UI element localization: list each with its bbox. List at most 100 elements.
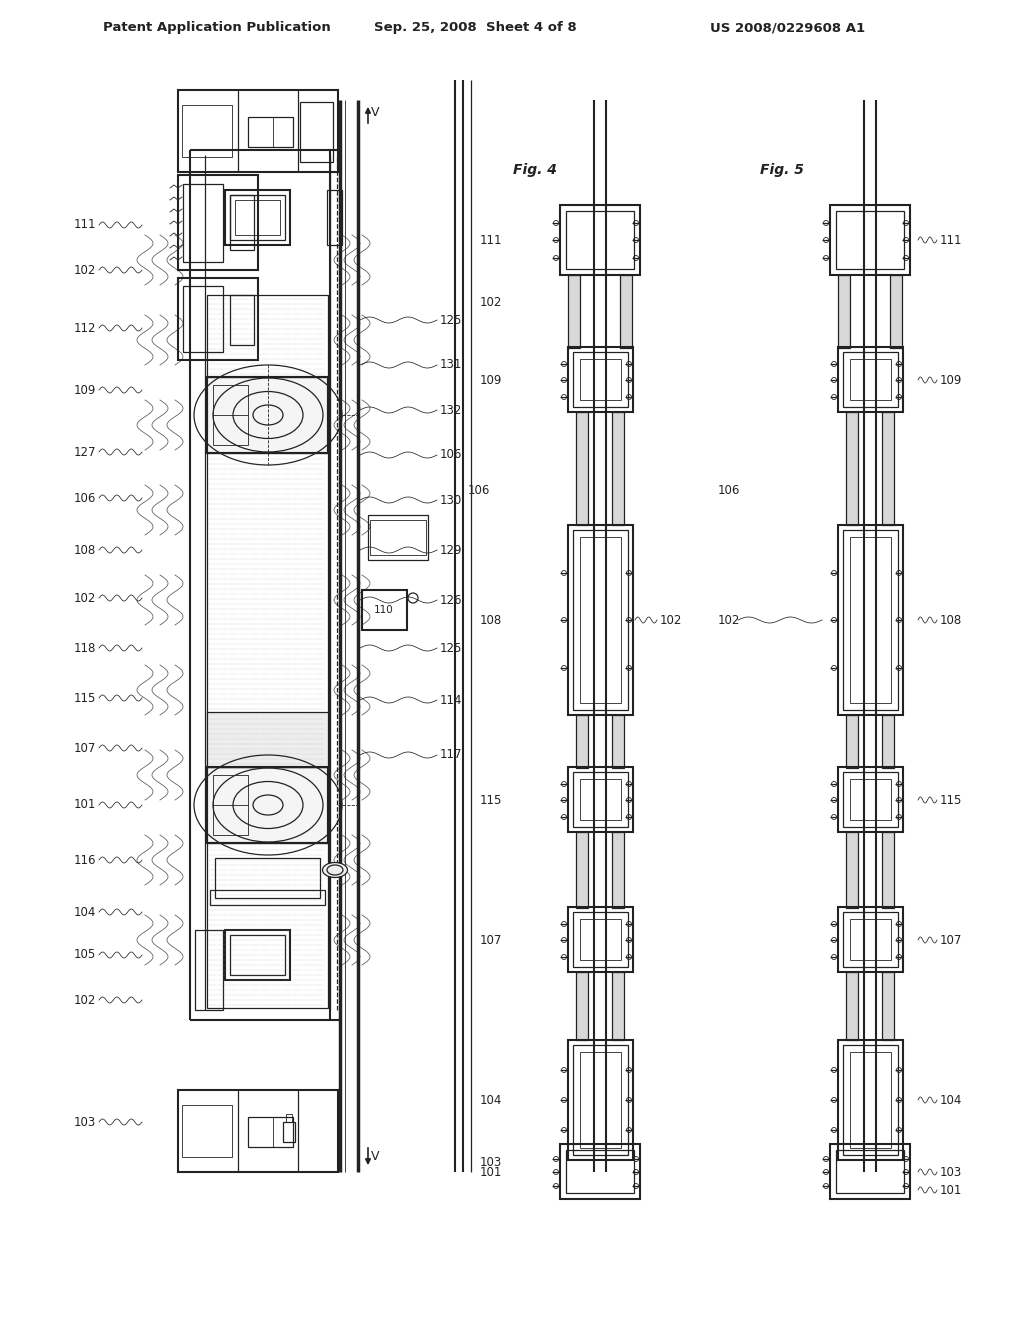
Bar <box>846 715 858 768</box>
Text: 110: 110 <box>374 605 394 615</box>
Bar <box>580 779 621 820</box>
Bar <box>178 279 258 360</box>
Bar <box>830 205 910 275</box>
Bar <box>566 1150 634 1193</box>
Bar <box>178 1090 338 1172</box>
Bar <box>183 183 223 261</box>
Text: 102: 102 <box>479 296 502 309</box>
Bar <box>575 412 588 525</box>
Text: 106: 106 <box>468 483 490 496</box>
Bar <box>566 211 634 269</box>
Bar <box>882 715 894 768</box>
Bar <box>846 972 858 1040</box>
Bar <box>225 931 290 979</box>
Bar <box>207 767 328 843</box>
Bar <box>612 972 624 1040</box>
Text: 103: 103 <box>74 1115 96 1129</box>
Bar <box>568 907 633 972</box>
Text: 118: 118 <box>74 642 96 655</box>
Text: 115: 115 <box>74 692 96 705</box>
Bar <box>575 832 588 908</box>
Bar <box>230 195 254 249</box>
Bar <box>248 117 293 147</box>
Bar <box>580 1052 621 1148</box>
Text: 104: 104 <box>940 1093 963 1106</box>
Bar <box>882 715 894 768</box>
Bar <box>580 919 621 960</box>
Bar <box>230 195 285 240</box>
Bar <box>207 711 328 767</box>
Bar <box>575 832 588 908</box>
Bar <box>612 832 624 908</box>
Text: 131: 131 <box>440 359 463 371</box>
Bar <box>846 972 858 1040</box>
Bar <box>575 972 588 1040</box>
Text: 108: 108 <box>74 544 96 557</box>
Bar <box>850 919 891 960</box>
Bar <box>620 275 632 348</box>
Bar <box>838 275 850 348</box>
Bar <box>575 412 588 525</box>
Bar <box>575 972 588 1040</box>
Bar <box>207 453 328 767</box>
Bar <box>580 359 621 400</box>
Bar <box>182 106 232 157</box>
Bar <box>300 102 333 162</box>
Bar <box>225 190 290 246</box>
Bar <box>838 275 850 348</box>
Bar <box>573 772 628 828</box>
Bar <box>612 715 624 768</box>
Bar <box>890 275 902 348</box>
Text: 108: 108 <box>940 614 963 627</box>
Bar <box>838 1040 903 1160</box>
Bar <box>568 1040 633 1160</box>
Bar <box>612 832 624 908</box>
Bar <box>612 715 624 768</box>
Bar <box>573 352 628 407</box>
Text: 104: 104 <box>74 906 96 919</box>
Bar <box>568 347 633 412</box>
Bar <box>234 201 280 235</box>
Text: 107: 107 <box>940 933 963 946</box>
Text: 107: 107 <box>74 742 96 755</box>
Bar <box>612 412 624 525</box>
Text: 102: 102 <box>718 614 740 627</box>
Text: 111: 111 <box>940 234 963 247</box>
Bar <box>620 275 632 348</box>
Bar <box>178 90 338 172</box>
Bar <box>838 525 903 715</box>
Text: 125: 125 <box>440 642 463 655</box>
Bar <box>230 935 285 975</box>
Bar <box>248 1117 293 1147</box>
Bar <box>882 972 894 1040</box>
Bar <box>836 211 904 269</box>
Bar <box>846 412 858 525</box>
Bar <box>850 359 891 400</box>
Text: Patent Application Publication: Patent Application Publication <box>103 21 331 34</box>
Text: 125: 125 <box>440 314 463 326</box>
Text: 111: 111 <box>479 234 502 247</box>
Text: 114: 114 <box>440 693 463 706</box>
Text: Fig. 5: Fig. 5 <box>760 162 804 177</box>
Bar <box>882 832 894 908</box>
Bar <box>560 205 640 275</box>
Bar <box>882 412 894 525</box>
Bar <box>568 767 633 832</box>
Bar <box>890 275 902 348</box>
Bar <box>575 715 588 768</box>
Bar <box>838 347 903 412</box>
Bar <box>843 1045 898 1155</box>
Bar <box>573 531 628 710</box>
Bar <box>838 907 903 972</box>
Bar <box>178 176 258 271</box>
Bar <box>882 972 894 1040</box>
Bar <box>843 531 898 710</box>
Bar <box>612 972 624 1040</box>
Text: Sep. 25, 2008  Sheet 4 of 8: Sep. 25, 2008 Sheet 4 of 8 <box>374 21 577 34</box>
Bar <box>882 412 894 525</box>
Bar <box>213 775 248 836</box>
Bar <box>230 294 254 345</box>
Bar <box>215 858 319 898</box>
Text: 111: 111 <box>74 219 96 231</box>
Text: 101: 101 <box>479 1166 502 1179</box>
